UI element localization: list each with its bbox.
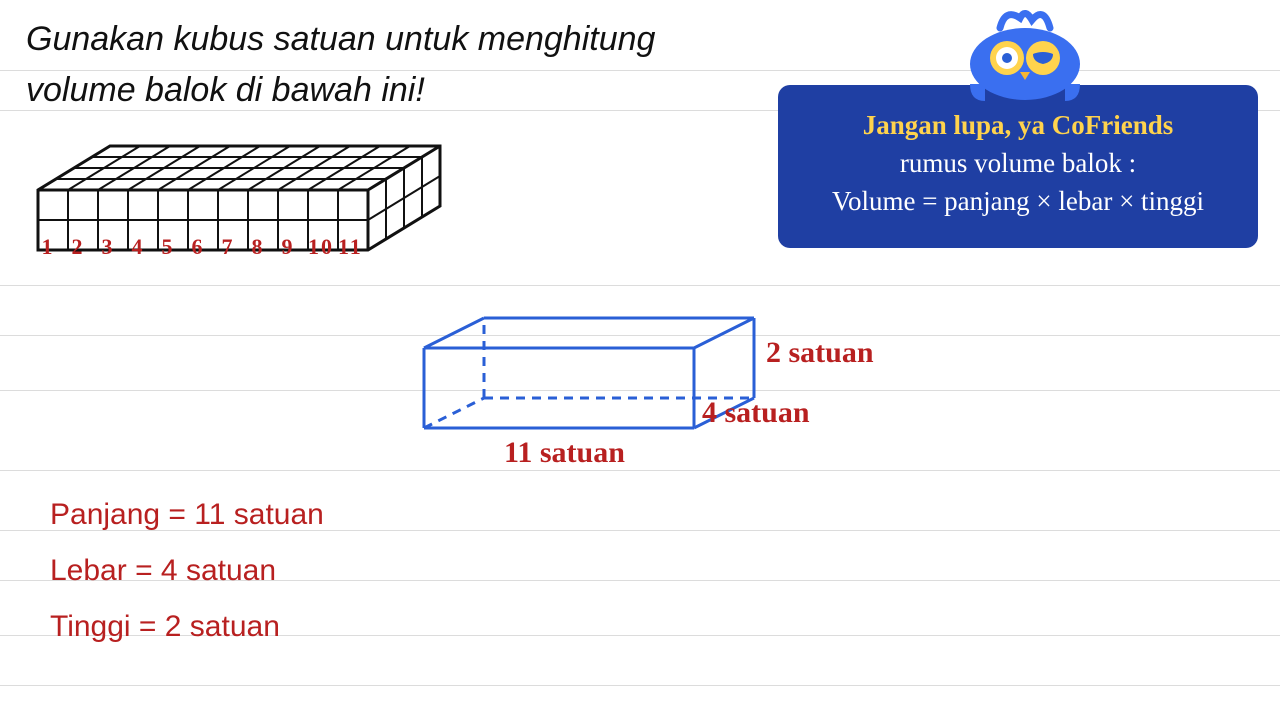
answer-lebar: Lebar = 4 satuan [50,544,324,598]
title-line-1: Gunakan kubus satuan untuk menghitung [26,20,655,58]
question-title: Gunakan kubus satuan untuk menghitung vo… [26,14,726,116]
answer-tinggi: Tinggi = 2 satuan [50,600,324,654]
title-line-2: volume balok di bawah ini! [26,71,425,109]
callout-line-2: rumus volume balok : [798,145,1238,183]
formula-callout: Jangan lupa, ya CoFriends rumus volume b… [778,85,1258,248]
answer-panjang: Panjang = 11 satuan [50,488,324,542]
dim-height: 2 satuan [766,336,874,370]
unit-numbers: 1234567891011 [38,234,358,260]
callout-headline: Jangan lupa, ya CoFriends [798,107,1238,145]
answer-lines: Panjang = 11 satuan Lebar = 4 satuan Tin… [50,488,324,656]
dim-length: 11 satuan [504,436,625,470]
callout-line-3: Volume = panjang × lebar × tinggi [798,183,1238,221]
owl-mascot-icon [950,6,1100,101]
dim-width: 4 satuan [702,396,810,430]
